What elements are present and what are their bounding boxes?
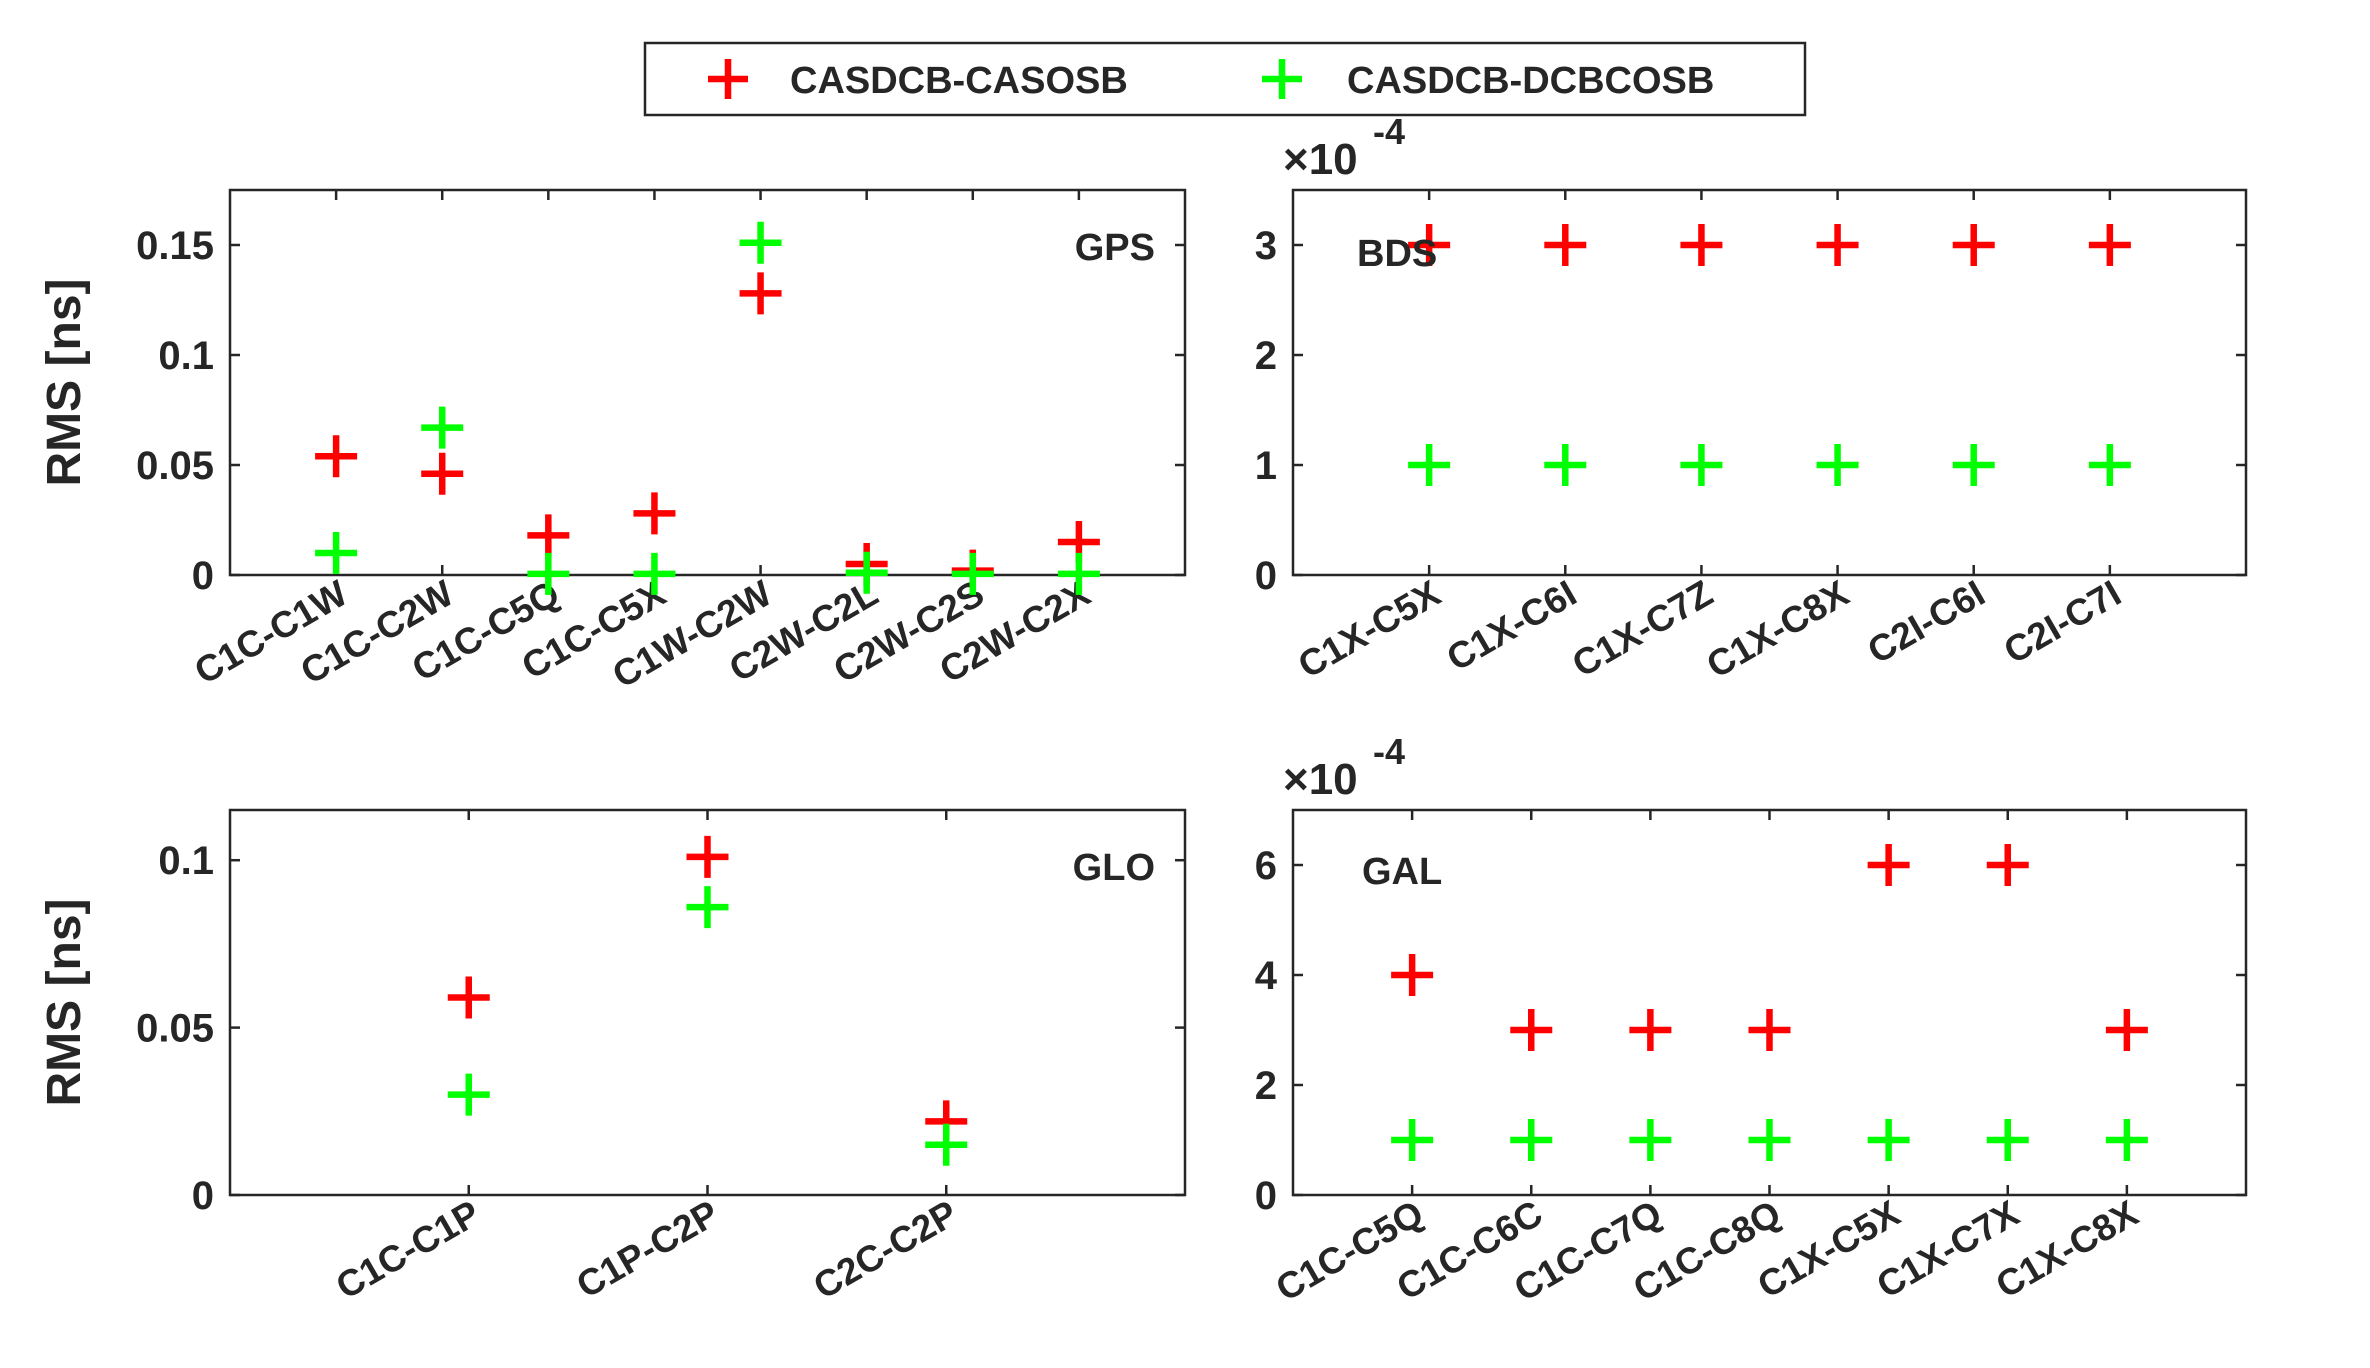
marker-casdcb-dcbcosb-c1c-c5x — [633, 552, 676, 595]
panel-label-bds: BDS — [1357, 233, 1437, 275]
y-tick-label: 0.1 — [158, 334, 214, 378]
panel-glo: 0 0.05 0.1 C1C-C1P C1P-C2P C2C-C2P GLO RMS [ns] — [38, 808, 1187, 1307]
marker-casdcb-dcbcosb-c1w-c2w — [739, 221, 782, 264]
marker-casdcb-dcbcosb-c2w-c2x — [1057, 552, 1100, 595]
marker-casdcb-casosb-c1x-c6i — [1544, 224, 1587, 266]
y-tick-label: 0.15 — [136, 224, 214, 268]
marker-casdcb-casosb-c1x-c8x — [1816, 224, 1859, 266]
panel-label-gal: GAL — [1362, 851, 1442, 893]
y-exponent-base: ×10 — [1283, 755, 1358, 804]
marker-casdcb-casosb-c1c-c1w — [315, 435, 358, 478]
marker-casdcb-casosb-c1c-c8q — [1748, 1009, 1791, 1051]
marker-casdcb-dcbcosb-c2w-c2l — [845, 551, 888, 594]
panel-gps: 00.050.10.15C1C-C1WC1C-C2WC1C-C5QC1C-C5X… — [38, 188, 1187, 696]
marker-casdcb-dcbcosb-c1c-c1p — [447, 1073, 490, 1116]
marker-casdcb-casosb-c1x-c8x — [2105, 1009, 2148, 1051]
plot-area-bds — [1291, 188, 2248, 577]
y-tick-label: 3 — [1255, 224, 1277, 268]
marker-casdcb-casosb-c2i-c6i — [1952, 224, 1995, 266]
marker-casdcb-dcbcosb-c1x-c5x — [1867, 1119, 1910, 1161]
y-exponent-base: ×10 — [1283, 135, 1358, 184]
y-tick-label: 0 — [1255, 554, 1277, 598]
y-exponent-power: -4 — [1373, 731, 1405, 772]
marker-casdcb-casosb-c1x-c5x — [1408, 224, 1451, 266]
marker-casdcb-casosb-c1c-c6c — [1510, 1009, 1553, 1051]
x-tick-label-c2i-c6i: C2I-C6I — [1861, 572, 1992, 671]
plot-area-gps — [228, 188, 1187, 577]
x-tick-label-c1p-c2p: C1P-C2P — [570, 1192, 726, 1306]
marker-casdcb-dcbcosb-c1c-c1w — [315, 532, 358, 574]
y-tick-label: 2 — [1255, 334, 1277, 378]
x-tick-label-c1x-c5x: C1X-C5X — [1291, 572, 1447, 686]
y-tick-label: 2 — [1255, 1064, 1277, 1108]
marker-casdcb-dcbcosb-c1x-c5x — [1408, 444, 1451, 486]
y-tick-label: 0.1 — [158, 839, 214, 883]
marker-casdcb-casosb-c1c-c5q — [1391, 954, 1434, 996]
marker-casdcb-casosb-c1c-c5x — [633, 492, 676, 535]
marker-casdcb-casosb-c1p-c2p — [686, 835, 729, 878]
marker-casdcb-casosb-c1x-c5x — [1867, 844, 1910, 886]
y-tick-label: 0 — [192, 1174, 214, 1218]
marker-casdcb-dcbcosb-c1x-c8x — [2105, 1119, 2148, 1161]
marker-casdcb-casosb-c2i-c7i — [2088, 224, 2131, 266]
marker-casdcb-dcbcosb-c1c-c7q — [1629, 1119, 1672, 1161]
marker-casdcb-dcbcosb-c1p-c2p — [686, 886, 729, 929]
marker-casdcb-dcbcosb-c1c-c5q — [1391, 1119, 1434, 1161]
marker-casdcb-dcbcosb-c1c-c8q — [1748, 1119, 1791, 1161]
marker-casdcb-casosb-c1c-c1p — [447, 976, 490, 1019]
marker-casdcb-dcbcosb-c1c-c6c — [1510, 1119, 1553, 1161]
y-tick-label: 1 — [1255, 444, 1277, 488]
y-tick-label: 4 — [1255, 954, 1278, 998]
legend-label-casdcb-casosb: CASDCB-CASOSB — [790, 60, 1128, 102]
x-tick-label-c2i-c7i: C2I-C7I — [1997, 572, 2128, 671]
y-tick-label: 0 — [1255, 1174, 1277, 1218]
legend: CASDCB-CASOSB CASDCB-DCBCOSB — [643, 41, 1807, 117]
marker-casdcb-dcbcosb-c1c-c5q — [527, 552, 570, 595]
marker-casdcb-casosb-c1c-c7q — [1629, 1009, 1672, 1051]
panel-label-gps: GPS — [1075, 227, 1155, 269]
legend-label-casdcb-dcbcosb: CASDCB-DCBCOSB — [1347, 60, 1714, 102]
y-axis-label: RMS [ns] — [38, 279, 91, 487]
marker-casdcb-casosb-c1x-c7x — [1986, 844, 2029, 886]
marker-casdcb-casosb-c1x-c7z — [1680, 224, 1723, 266]
marker-casdcb-dcbcosb-c2c-c2p — [925, 1123, 968, 1166]
y-tick-label: 0.05 — [136, 1007, 214, 1051]
marker-casdcb-dcbcosb-c1c-c2w — [421, 406, 464, 449]
marker-casdcb-dcbcosb-c1x-c7x — [1986, 1119, 2029, 1161]
marker-casdcb-casosb-c1c-c5q — [527, 514, 570, 557]
marker-casdcb-dcbcosb-c2w-c2s — [951, 552, 994, 595]
marker-casdcb-dcbcosb-c1x-c6i — [1544, 444, 1587, 486]
marker-casdcb-casosb-c1w-c2w — [739, 272, 782, 315]
y-tick-label: 0 — [192, 554, 214, 598]
legend-box — [643, 41, 1807, 117]
marker-casdcb-dcbcosb-c1x-c7z — [1680, 444, 1723, 486]
legend-marker-casdcb-dcbcosb — [1262, 59, 1302, 99]
legend-marker-casdcb-casosb — [708, 59, 748, 99]
x-tick-label-c1x-c8x: C1X-C8X — [1700, 572, 1856, 686]
x-tick-label-c2c-c2p: C2C-C2P — [807, 1192, 965, 1307]
y-tick-label: 6 — [1255, 844, 1277, 888]
x-tick-label-c1x-c7z: C1X-C7Z — [1565, 572, 1719, 685]
marker-casdcb-dcbcosb-c2i-c6i — [1952, 444, 1995, 486]
x-tick-label-c1c-c1p: C1C-C1P — [329, 1192, 487, 1307]
marker-casdcb-dcbcosb-c2i-c7i — [2088, 444, 2131, 486]
y-tick-label: 0.05 — [136, 444, 214, 488]
marker-casdcb-dcbcosb-c1x-c8x — [1816, 444, 1859, 486]
y-axis-label: RMS [ns] — [38, 899, 91, 1107]
panel-gal: 0246C1C-C5QC1C-C6CC1C-C7QC1C-C8QC1X-C5XC… — [1255, 731, 2248, 1309]
x-tick-label-c1x-c6i: C1X-C6I — [1440, 572, 1583, 678]
panel-label-glo: GLO — [1073, 847, 1155, 889]
marker-casdcb-casosb-c1c-c2w — [421, 452, 464, 495]
y-exponent-power: -4 — [1373, 111, 1405, 152]
